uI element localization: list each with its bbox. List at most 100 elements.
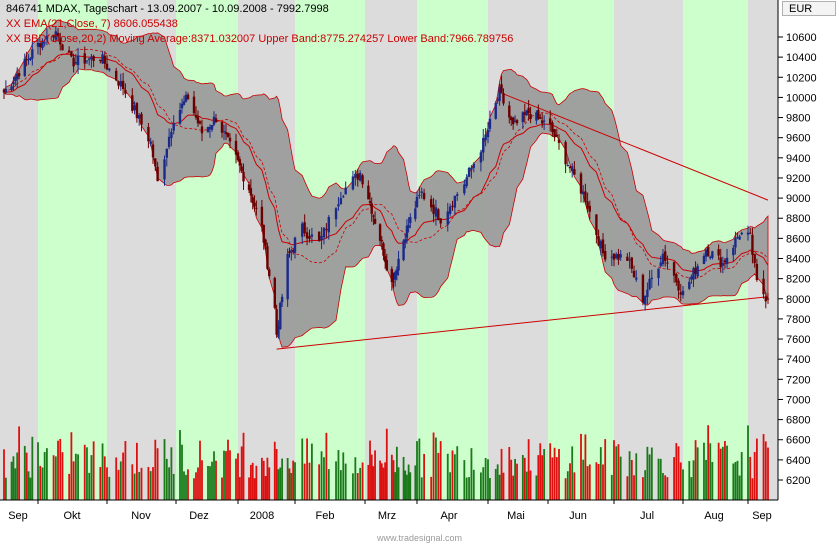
volume-bar <box>494 468 497 500</box>
volume-bar <box>449 472 452 500</box>
volume-bar <box>688 461 691 500</box>
candle <box>52 34 55 42</box>
volume-bar <box>227 439 229 500</box>
candle <box>87 57 91 66</box>
volume-bar <box>138 471 141 500</box>
volume-bar <box>617 444 620 500</box>
candle <box>354 169 357 186</box>
candle <box>61 43 64 51</box>
volume-bar <box>510 459 513 500</box>
volume-bar <box>555 457 558 500</box>
volume-bar <box>580 433 582 500</box>
candle <box>573 161 576 176</box>
volume-bar <box>407 464 410 500</box>
candle <box>500 75 503 93</box>
candle <box>301 221 304 244</box>
candle <box>446 202 449 232</box>
volume-bar <box>337 450 340 500</box>
candle <box>632 265 636 278</box>
volume-bar <box>650 447 653 500</box>
currency-box[interactable]: EUR <box>782 1 836 16</box>
volume-bar <box>370 454 373 500</box>
y-tick-label: 8800 <box>786 213 810 225</box>
volume-bar <box>385 428 388 500</box>
volume-bar <box>630 459 633 500</box>
candle <box>247 181 251 194</box>
candle <box>210 124 214 132</box>
volume-bar <box>472 469 475 500</box>
volume-bar <box>172 473 175 500</box>
candle <box>484 128 487 147</box>
volume-bar <box>106 467 108 500</box>
time-axis: Sep Okt Nov Dez 2008 Feb Mrz Apr Mai Jun Jul Aug Sep <box>0 499 778 544</box>
candle <box>430 195 433 212</box>
candle <box>738 234 741 241</box>
candle <box>502 88 505 106</box>
candle <box>675 272 678 286</box>
candle <box>56 28 60 42</box>
candle <box>494 100 497 120</box>
volume-bar <box>558 448 560 500</box>
x-tick-label: Mai <box>507 510 525 522</box>
candle <box>385 253 389 272</box>
candle <box>725 248 729 269</box>
candle <box>709 255 712 260</box>
candle <box>753 253 756 268</box>
volume-bar <box>573 472 576 500</box>
x-tick-label: Jul <box>640 510 654 522</box>
volume-bar <box>416 441 418 500</box>
volume-bar <box>709 443 712 500</box>
volume-bar <box>18 426 21 500</box>
candle <box>397 250 400 276</box>
candle <box>14 74 17 87</box>
candle <box>617 248 620 265</box>
volume-bar <box>439 441 442 500</box>
candle <box>392 272 395 289</box>
candle <box>553 128 556 142</box>
volume-bar <box>163 439 166 500</box>
candle <box>74 54 78 66</box>
candle <box>582 185 585 203</box>
candle <box>266 242 269 271</box>
candle <box>351 170 355 191</box>
candle <box>679 283 682 302</box>
candle <box>539 114 542 120</box>
candle <box>415 191 419 209</box>
candle <box>198 120 202 125</box>
volume-bar <box>354 457 357 500</box>
volume-bar <box>525 471 528 500</box>
candle <box>325 223 328 239</box>
volume-bar <box>736 460 739 500</box>
candle <box>650 269 654 288</box>
volume-bar <box>432 432 435 500</box>
candle <box>41 38 44 51</box>
candle <box>525 109 528 117</box>
candle <box>677 278 680 299</box>
volume-bar <box>677 446 680 500</box>
volume-bar <box>165 458 168 500</box>
volume-bar <box>223 450 225 500</box>
volume-bar <box>646 446 649 500</box>
candle <box>305 227 309 246</box>
candle <box>732 244 735 262</box>
candle <box>588 200 591 220</box>
candle <box>240 163 243 174</box>
volume-bar <box>539 443 542 500</box>
candle <box>105 55 109 71</box>
candle <box>465 174 468 189</box>
volume-bar <box>240 446 243 500</box>
candle <box>16 67 19 89</box>
candle <box>344 181 347 195</box>
volume-bar <box>489 478 491 500</box>
volume-bar <box>43 452 46 500</box>
volume-bar <box>633 475 635 500</box>
candle <box>711 250 714 260</box>
candle <box>29 57 32 61</box>
volume-bar <box>193 478 195 500</box>
candle <box>151 140 155 164</box>
candle <box>595 214 598 244</box>
candle <box>39 42 42 56</box>
candle <box>356 168 359 187</box>
candle <box>184 91 188 103</box>
